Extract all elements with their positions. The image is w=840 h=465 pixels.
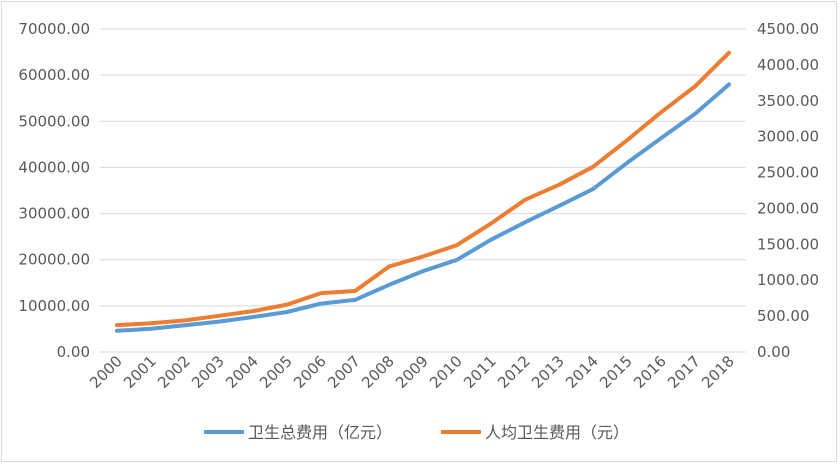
right-tick-label: 1500.00 bbox=[757, 235, 819, 253]
right-tick-label: 0.00 bbox=[757, 343, 790, 361]
x-tick-label: 2010 bbox=[426, 352, 466, 392]
x-tick-label: 2018 bbox=[698, 352, 738, 392]
x-tick-label: 2000 bbox=[86, 352, 126, 392]
left-tick-label: 10000.00 bbox=[18, 297, 90, 315]
x-tick-label: 2003 bbox=[188, 352, 228, 392]
x-tick-label: 2017 bbox=[664, 352, 704, 392]
right-tick-label: 3500.00 bbox=[757, 92, 819, 110]
right-tick-label: 4500.00 bbox=[757, 20, 819, 38]
right-tick-label: 2500.00 bbox=[757, 164, 819, 182]
x-tick-label: 2015 bbox=[596, 352, 636, 392]
right-tick-label: 4000.00 bbox=[757, 56, 819, 74]
right-tick-label: 3000.00 bbox=[757, 128, 819, 146]
x-tick-label: 2007 bbox=[324, 352, 364, 392]
legend-label-0: 卫生总费用（亿元） bbox=[248, 423, 392, 442]
right-tick-label: 500.00 bbox=[757, 307, 810, 325]
left-tick-label: 40000.00 bbox=[18, 158, 90, 176]
right-tick-label: 1000.00 bbox=[757, 271, 819, 289]
legend-label-1: 人均卫生费用（元） bbox=[485, 423, 629, 442]
x-tick-label: 2013 bbox=[528, 352, 568, 392]
x-tick-label: 2012 bbox=[494, 352, 534, 392]
left-tick-label: 20000.00 bbox=[18, 251, 90, 269]
right-axis-labels: 0.00 500.00 1000.00 1500.00 2000.00 2500.00 30… bbox=[757, 20, 819, 361]
x-tick-label: 2002 bbox=[154, 352, 194, 392]
legend: 卫生总费用（亿元） 人均卫生费用（元） bbox=[204, 423, 629, 442]
x-tick-label: 2001 bbox=[120, 352, 160, 392]
x-tick-label: 2004 bbox=[222, 352, 262, 392]
right-tick-label: 2000.00 bbox=[757, 199, 819, 217]
left-tick-label: 70000.00 bbox=[18, 20, 90, 38]
series-lines bbox=[115, 50, 731, 333]
left-tick-label: 50000.00 bbox=[18, 112, 90, 130]
x-tick-label: 2009 bbox=[392, 352, 432, 392]
x-tick-label: 2011 bbox=[460, 352, 500, 392]
left-tick-label: 60000.00 bbox=[18, 66, 90, 84]
x-tick-label: 2008 bbox=[358, 352, 398, 392]
left-tick-label: 0.00 bbox=[57, 343, 90, 361]
x-tick-label: 2006 bbox=[290, 352, 330, 392]
x-tick-label: 2014 bbox=[562, 352, 602, 392]
left-tick-label: 30000.00 bbox=[18, 205, 90, 223]
x-tick-label: 2005 bbox=[256, 352, 296, 392]
gridlines bbox=[100, 28, 746, 353]
left-axis-labels: 0.00 10000.00 20000.00 30000.00 40000.00 5000… bbox=[18, 20, 90, 361]
x-axis-labels: 2000200120022003200420052006200720082009… bbox=[86, 352, 738, 392]
x-tick-label: 2016 bbox=[630, 352, 670, 392]
series-line-1 bbox=[115, 50, 731, 328]
